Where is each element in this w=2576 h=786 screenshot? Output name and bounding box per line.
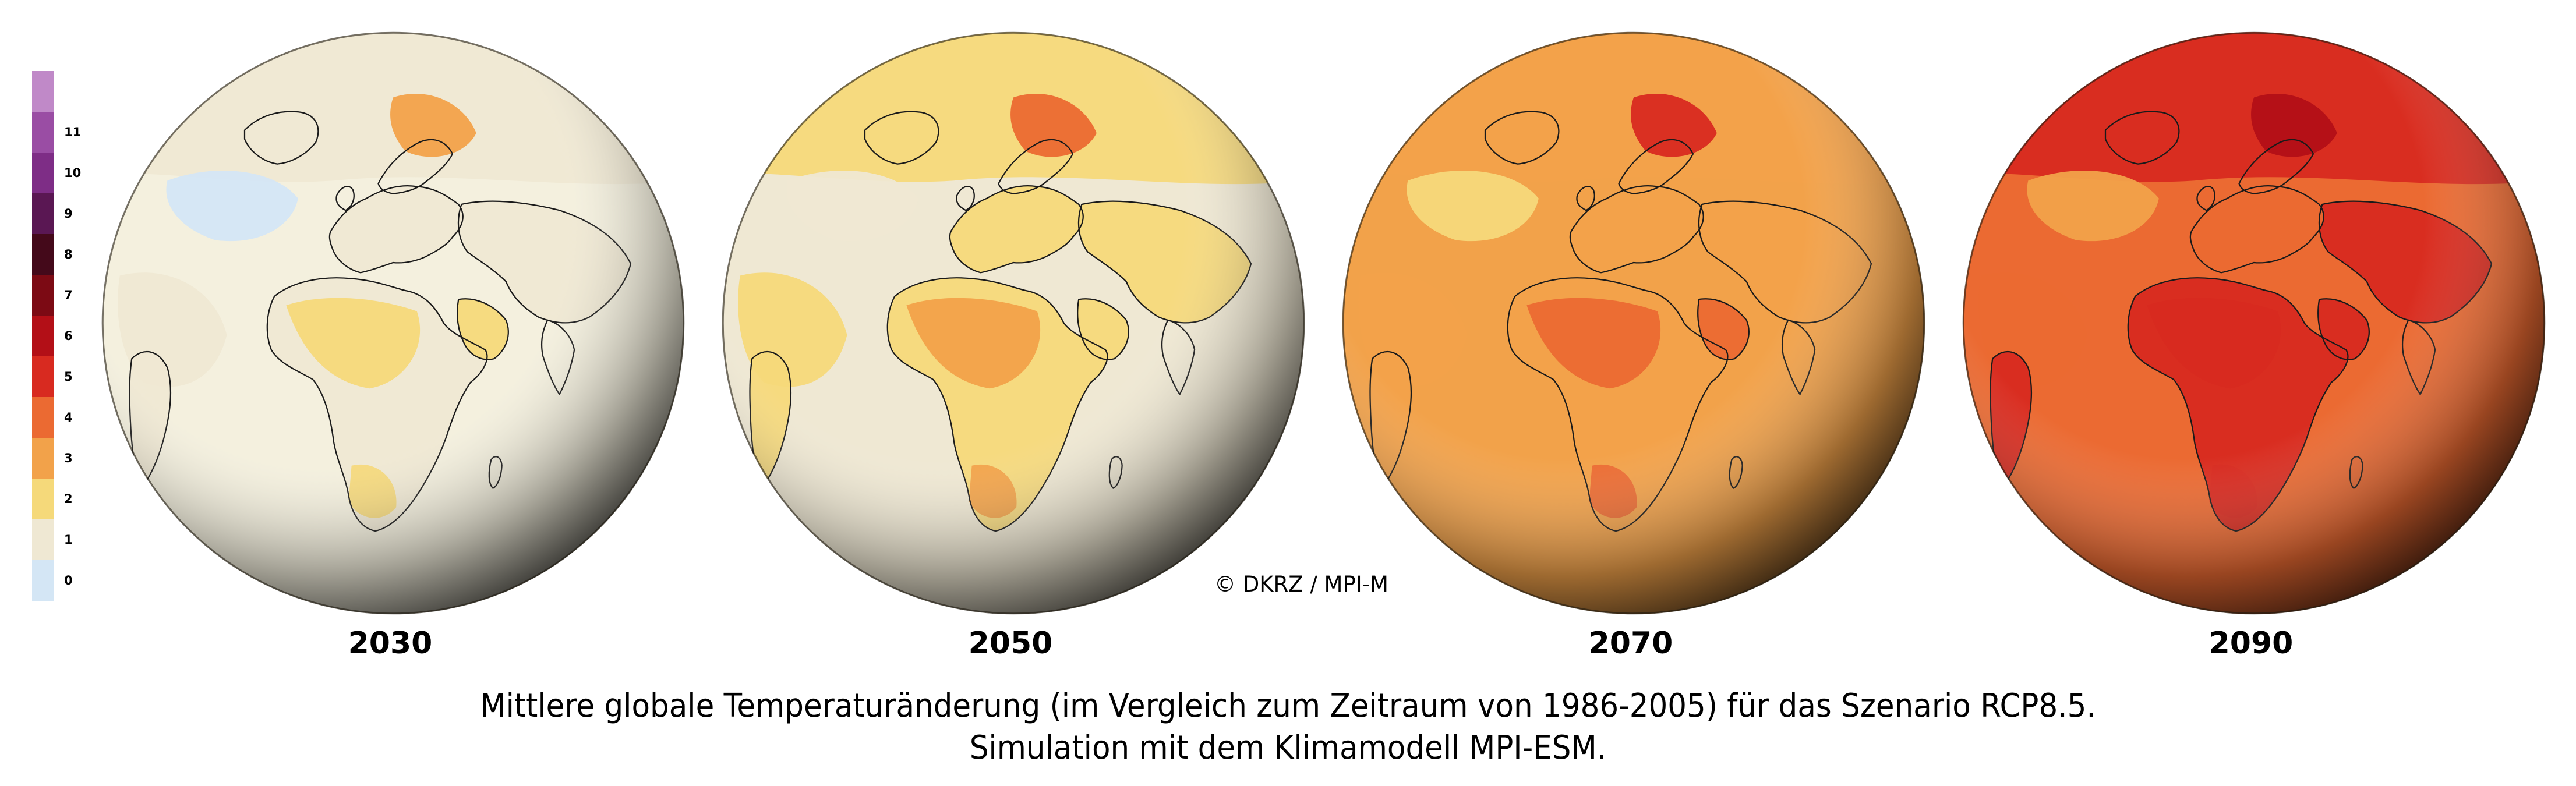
legend-swatch: [32, 275, 54, 316]
legend-swatch: [32, 560, 54, 601]
legend-swatch: [32, 234, 54, 275]
globe-surface: [1342, 32, 1925, 614]
legend-swatch: [32, 356, 54, 398]
globe-outline: [101, 31, 685, 615]
legend-tick-0: 0: [64, 573, 73, 587]
caption-line-2: Simulation mit dem Klimamodell MPI-ESM.: [969, 729, 1607, 767]
legend-tick-3: 3: [64, 451, 73, 465]
legend-tick-5: 5: [64, 370, 73, 384]
legend-tick-7: 7: [64, 288, 73, 302]
legend-swatch: [32, 438, 54, 479]
year-label-2030: 2030: [348, 626, 433, 661]
color-legend: [32, 71, 54, 601]
copyright-notice: © DKRZ / MPI-M: [1214, 572, 1388, 597]
legend-swatch: [32, 153, 54, 194]
year-label-2090: 2090: [2208, 626, 2294, 661]
legend-swatch: [32, 479, 54, 520]
legend-swatch: [32, 316, 54, 357]
globe-surface: [1963, 32, 2545, 614]
globe-2070: [1342, 31, 1925, 615]
legend-tick-9: 9: [64, 207, 73, 221]
globe-outline: [1342, 31, 1925, 615]
globe-surface: [722, 32, 1305, 614]
legend-tick-8: 8: [64, 247, 73, 261]
globe-2050: [722, 31, 1305, 615]
year-label-2070: 2070: [1588, 626, 1673, 661]
caption-line-1: Mittlere globale Temperaturänderung (im …: [480, 687, 2096, 725]
globe-outline: [1962, 31, 2546, 615]
legend-tick-6: 6: [64, 329, 73, 343]
globe-outline: [722, 31, 1305, 615]
legend-tick-2: 2: [64, 492, 73, 506]
legend-tick-1: 1: [64, 533, 73, 547]
legend-swatch: [32, 112, 54, 153]
legend-swatch: [32, 397, 54, 438]
legend-swatch: [32, 193, 54, 235]
year-label-2050: 2050: [968, 626, 1053, 661]
globe-2090: [1962, 31, 2546, 615]
legend-swatch: [32, 71, 54, 112]
legend-tick-4: 4: [64, 410, 73, 424]
globe-2030: [101, 31, 685, 615]
legend-swatch: [32, 519, 54, 561]
globe-surface: [102, 32, 684, 614]
legend-tick-11: 11: [64, 125, 82, 139]
legend-tick-10: 10: [64, 166, 82, 180]
